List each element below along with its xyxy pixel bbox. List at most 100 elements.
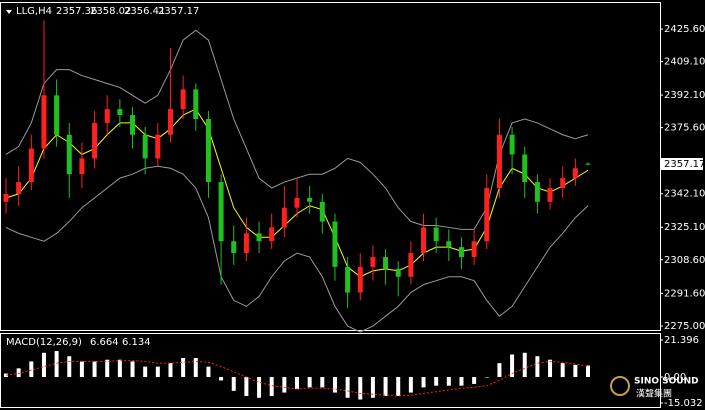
macd-bar: [535, 356, 540, 378]
candle-body: [54, 95, 60, 135]
current-price: 2357.17: [664, 159, 705, 170]
macd-bar: [472, 377, 477, 384]
macd-bar: [510, 354, 515, 378]
symbol: LLG,H4: [16, 6, 52, 17]
logo-brand: SINO SOUND: [634, 377, 699, 387]
macd-bar: [434, 377, 439, 386]
y-tick-label: 2392.10: [664, 90, 705, 101]
candle-body: [319, 201, 325, 222]
candle-body: [395, 268, 401, 277]
macd-bar: [143, 366, 148, 378]
signal-value: 6.134: [122, 337, 151, 348]
candle-body: [534, 182, 540, 202]
macd-bar: [41, 352, 46, 378]
macd-bar: [332, 377, 337, 393]
macd-bar: [29, 361, 34, 378]
candle-body: [357, 266, 363, 293]
y-tick-label: 2291.60: [664, 288, 705, 299]
macd-bar: [219, 377, 224, 381]
candle-body: [458, 247, 464, 258]
candle-body: [205, 118, 211, 183]
candle-body: [193, 89, 199, 119]
candle-body: [408, 253, 414, 277]
macd-bar: [244, 377, 249, 397]
macd-bar: [92, 361, 97, 378]
macd-bar: [181, 357, 186, 378]
macd-bar: [446, 377, 451, 386]
macd-bar: [370, 377, 375, 398]
candle-body: [307, 197, 313, 202]
macd-bar: [79, 361, 84, 378]
price-box: [661, 157, 703, 170]
candle-body: [446, 241, 452, 248]
macd-bar: [16, 368, 21, 378]
signal-line: [5, 360, 589, 397]
macd-bar: [345, 377, 350, 398]
y-tick-label: 2325.10: [664, 222, 705, 233]
macd-bar: [54, 351, 59, 378]
candle-body: [547, 187, 553, 202]
open-value: 2357.36: [56, 6, 97, 17]
y-tick-label: 2275.00: [664, 321, 705, 332]
macd-bar: [155, 366, 160, 378]
candle-body: [92, 122, 98, 159]
candle-body: [167, 109, 173, 135]
menu-arrow: [6, 10, 12, 14]
y-tick-label: 0.00: [664, 372, 686, 383]
logo-icon: [610, 376, 630, 396]
macd-bar: [548, 359, 553, 378]
macd-bar: [269, 377, 274, 397]
candle-body: [484, 187, 490, 242]
macd-bar: [573, 364, 578, 378]
macd-bar: [358, 377, 363, 400]
macd-bar: [117, 359, 122, 378]
candle-body: [28, 148, 34, 183]
candle-body: [496, 134, 502, 188]
logo-chinese: 漢聲集團: [636, 388, 672, 400]
macd-bar: [231, 377, 236, 391]
candle-body: [16, 182, 22, 194]
overlay-line: [5, 29, 589, 230]
macd-bar: [396, 377, 401, 397]
macd-bar: [408, 377, 413, 393]
candle-body: [269, 227, 275, 242]
macd-bar: [307, 377, 312, 388]
candle-body: [104, 109, 110, 123]
candle-body: [243, 233, 249, 254]
candle-body: [218, 182, 224, 242]
macd-bar: [295, 377, 299, 390]
candle-body: [155, 134, 161, 159]
y-tick-label: 2342.10: [664, 189, 705, 200]
macd-bar: [168, 363, 173, 378]
candle-body: [471, 241, 477, 258]
macd-bar: [522, 352, 527, 378]
candle-body: [522, 154, 528, 183]
macd-bar: [586, 365, 590, 378]
macd-bar: [67, 356, 72, 378]
candle-body: [281, 207, 287, 228]
macd-bar: [560, 363, 565, 378]
candle-body: [585, 163, 591, 165]
candle-body: [509, 134, 515, 155]
macd-bar: [206, 366, 211, 378]
candle-body: [3, 193, 9, 202]
candle-body: [560, 178, 566, 188]
candle-body: [421, 227, 427, 254]
y-tick-label: -15.032: [664, 398, 703, 409]
macd-bar: [130, 361, 135, 378]
macd-bar: [193, 357, 198, 378]
candle-body: [572, 168, 578, 179]
candle-body: [370, 257, 376, 267]
y-tick-label: 2308.60: [664, 255, 705, 266]
macd-bar: [105, 359, 110, 378]
macd-bar: [383, 377, 388, 397]
low-value: 2356.41: [124, 6, 165, 17]
macd-bar: [257, 377, 262, 398]
candle-body: [231, 241, 237, 254]
candle-body: [180, 89, 186, 110]
macd-frame: [0, 333, 661, 408]
candle-body: [294, 197, 300, 208]
candle-body: [79, 158, 85, 175]
y-tick-label: 2409.10: [664, 57, 705, 68]
